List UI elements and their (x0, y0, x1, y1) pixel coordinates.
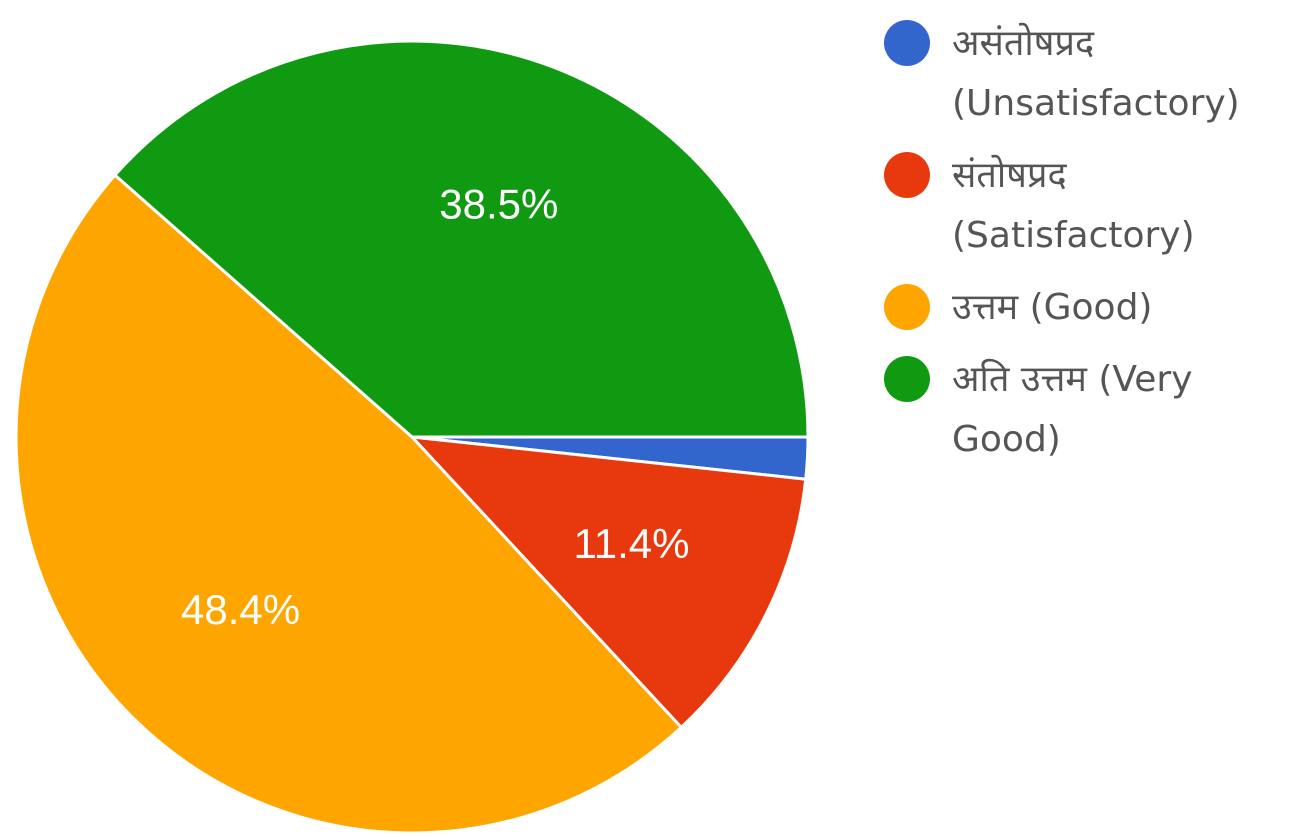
legend-item-good[interactable]: उत्तम (Good) (884, 278, 1294, 338)
legend-swatch-very-good (884, 356, 930, 402)
pie-slices (14, 39, 810, 835)
pie-slice-satisfactory[interactable] (410, 435, 808, 729)
legend-swatch-satisfactory (884, 152, 930, 198)
legend-label-very-good: अति उत्तम (Very Good) (952, 359, 1193, 460)
legend-item-satisfactory[interactable]: संतोषप्रद (Satisfactory) (884, 146, 1294, 266)
legend-swatch-good (884, 284, 930, 330)
data-label-satisfactory: 11.4% (574, 520, 690, 567)
pie-slice-very-good[interactable] (113, 39, 810, 439)
legend-swatch-unsatisfactory (884, 20, 930, 66)
pie-slice-good[interactable] (14, 173, 683, 835)
legend-item-unsatisfactory[interactable]: असंतोषप्रद (Unsatisfactory) (884, 14, 1294, 134)
legend-item-very-good[interactable]: अति उत्तम (Very Good) (884, 350, 1294, 470)
data-label-good: 48.4% (181, 586, 300, 633)
legend-label-satisfactory: संतोषप्रद (Satisfactory) (952, 155, 1195, 256)
legend: असंतोषप्रद (Unsatisfactory) संतोषप्रद (S… (884, 14, 1294, 482)
legend-label-good: उत्तम (Good) (952, 287, 1153, 328)
pie-data-labels: 11.4% 48.4% 38.5% (181, 180, 690, 633)
legend-label-unsatisfactory: असंतोषप्रद (Unsatisfactory) (952, 23, 1240, 124)
data-label-very-good: 38.5% (439, 180, 558, 227)
